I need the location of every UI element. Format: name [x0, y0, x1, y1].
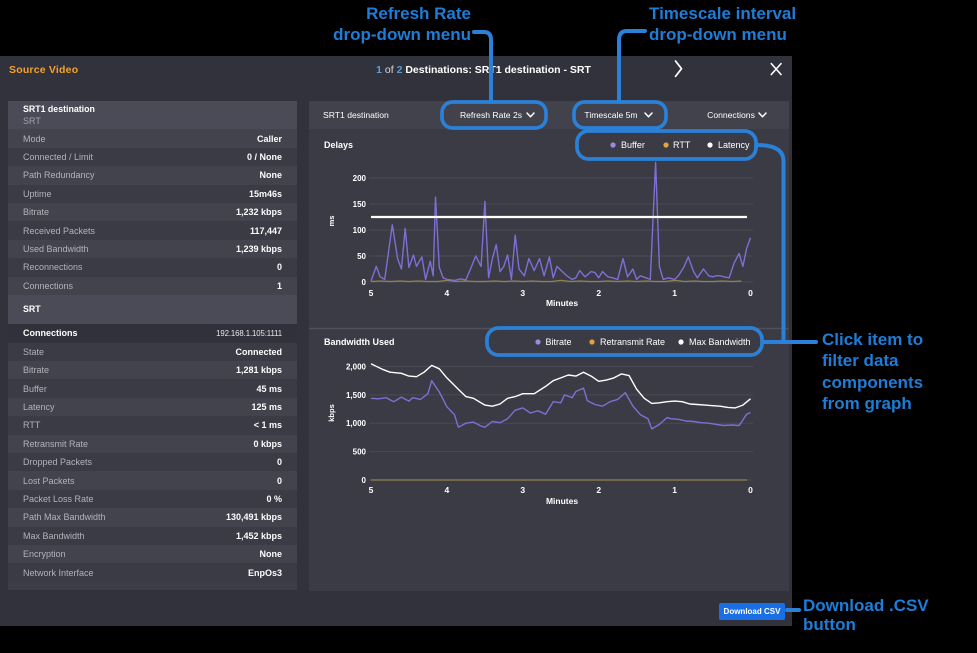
svg-text:5: 5 — [369, 288, 374, 298]
svg-text:500: 500 — [353, 448, 367, 457]
svg-text:Timescale 5m: Timescale 5m — [584, 110, 637, 120]
svg-text:Max Bandwidth: Max Bandwidth — [689, 337, 751, 347]
svg-text:Bitrate: Bitrate — [546, 337, 572, 347]
svg-text:2,000: 2,000 — [346, 363, 367, 372]
svg-text:0: 0 — [748, 288, 753, 298]
svg-text:Minutes: Minutes — [546, 298, 578, 308]
svg-text:Buffer: Buffer — [621, 140, 645, 150]
svg-text:SRT1 destination: SRT1 destination — [323, 110, 389, 120]
svg-text:0: 0 — [362, 278, 367, 287]
svg-text:Retransmit Rate: Retransmit Rate — [600, 337, 665, 347]
svg-text:Minutes: Minutes — [546, 496, 578, 506]
svg-text:150: 150 — [353, 200, 367, 209]
svg-text:Refresh Rate 2s: Refresh Rate 2s — [460, 110, 522, 120]
svg-text:2: 2 — [596, 288, 601, 298]
svg-text:ms: ms — [327, 216, 336, 227]
svg-text:2: 2 — [596, 485, 601, 495]
svg-text:0: 0 — [362, 476, 367, 485]
svg-text:1,500: 1,500 — [346, 391, 367, 400]
svg-text:1,000: 1,000 — [346, 419, 367, 428]
svg-text:Connections: Connections — [707, 110, 755, 120]
svg-text:0: 0 — [748, 485, 753, 495]
svg-text:Bandwidth Used: Bandwidth Used — [324, 337, 395, 347]
svg-text:4: 4 — [445, 288, 450, 298]
svg-text:RTT: RTT — [673, 140, 691, 150]
svg-text:200: 200 — [353, 174, 367, 183]
svg-text:Latency: Latency — [718, 140, 750, 150]
svg-text:5: 5 — [369, 485, 374, 495]
svg-text:1: 1 — [672, 288, 677, 298]
svg-text:3: 3 — [520, 485, 525, 495]
svg-text:1: 1 — [672, 485, 677, 495]
svg-text:3: 3 — [520, 288, 525, 298]
svg-text:100: 100 — [353, 226, 367, 235]
svg-text:50: 50 — [357, 252, 366, 261]
svg-text:kbps: kbps — [327, 404, 336, 422]
svg-text:Delays: Delays — [324, 140, 353, 150]
svg-text:4: 4 — [445, 485, 450, 495]
